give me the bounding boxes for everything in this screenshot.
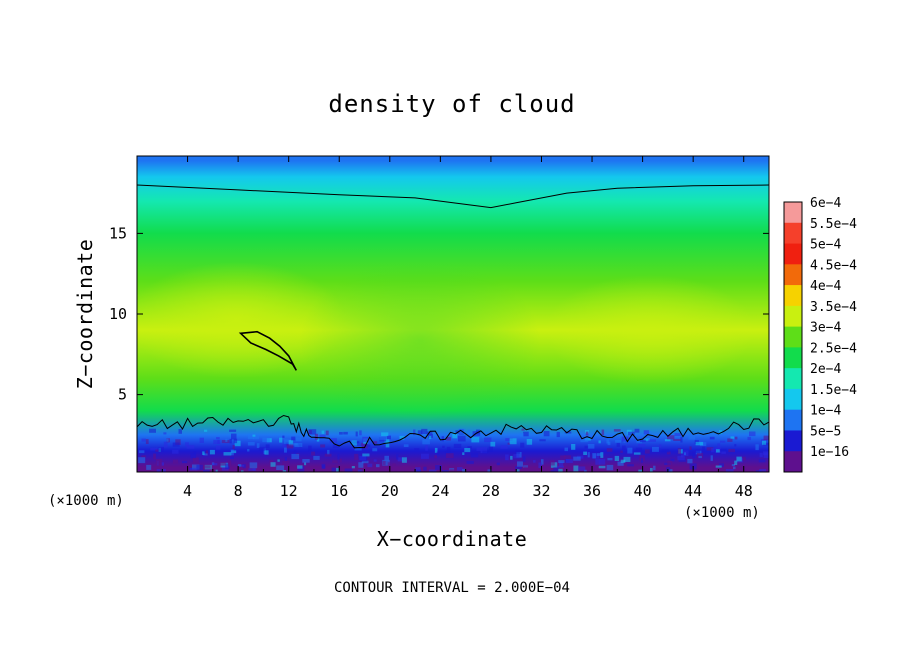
colorbar-swatch	[784, 388, 802, 411]
colorbar-swatch	[784, 285, 802, 307]
x-tick-label: 40	[634, 482, 652, 500]
x-tick-label: 12	[280, 482, 298, 500]
x-tick-label: 16	[330, 482, 348, 500]
colorbar-swatch	[784, 409, 802, 431]
x-tick-label: 32	[532, 482, 550, 500]
colorbar-swatch	[784, 305, 802, 328]
right-maximum-region	[545, 275, 755, 385]
island-contour-line	[238, 330, 298, 371]
x-axis-label: X−coordinate	[377, 527, 528, 551]
colorbar-swatch	[784, 451, 802, 473]
x-tick-label: 20	[381, 482, 399, 500]
y-axis-label: Z−coordinate	[73, 239, 97, 390]
colorbar-label: 4e−4	[810, 279, 841, 294]
upper-contour-line	[137, 184, 769, 209]
plot-area	[137, 156, 769, 472]
lower-contour-line	[137, 414, 769, 449]
left-maximum-region	[137, 262, 346, 378]
x-tick-label: 36	[583, 482, 601, 500]
colorbar-label: 3e−4	[810, 321, 841, 336]
x-tick-label: 48	[735, 482, 753, 500]
y-tick-label: 15	[109, 224, 127, 242]
chart-title: density of cloud	[328, 90, 575, 118]
x-tick-label: 28	[482, 482, 500, 500]
x-tick-label: 24	[431, 482, 449, 500]
colorbar-swatch	[784, 202, 802, 224]
colorbar-swatch	[784, 222, 802, 244]
x-axis-unit-left: (×1000 m)	[48, 493, 124, 509]
colorbar-label: 1e−4	[810, 404, 841, 419]
colorbar-label: 4.5e−4	[810, 258, 857, 273]
colorbar-label: 1e−16	[810, 445, 849, 460]
surface-turbulence	[138, 428, 769, 472]
colorbar-swatch	[784, 264, 802, 286]
colorbar: 6e−4 5.5e−4 5e−4 4.5e−4 4e−4 3.5e−4 3e−4 2.5e−4…	[783, 196, 857, 473]
x-tick-label: 8	[234, 482, 243, 500]
y-axis-ticks: 5 10 15	[109, 224, 769, 404]
colorbar-label: 5e−4	[810, 238, 841, 253]
contour-interval-note: CONTOUR INTERVAL = 2.000E−04	[334, 580, 570, 596]
colorbar-swatch	[784, 368, 802, 390]
colorbar-swatch	[784, 347, 802, 369]
colorbar-swatch	[784, 430, 802, 452]
central-plume-region	[300, 260, 540, 420]
x-axis-unit-right: (×1000 m)	[684, 505, 760, 521]
colorbar-label: 1.5e−4	[810, 383, 857, 398]
colorbar-label: 2e−4	[810, 362, 841, 377]
x-tick-label: 44	[684, 482, 702, 500]
colorbar-swatch	[784, 243, 802, 265]
colorbar-frame	[783, 201, 803, 473]
x-tick-label: 4	[183, 482, 192, 500]
y-tick-label: 10	[109, 305, 127, 323]
colorbar-swatch	[784, 326, 802, 348]
colorbar-label: 5e−5	[810, 425, 841, 440]
colorbar-label: 5.5e−4	[810, 217, 857, 232]
y-tick-label: 5	[118, 386, 127, 404]
x-axis-ticks: 4 8 12 16 20 24 28 32 36 40 44 48	[161, 156, 753, 500]
colorbar-label: 3.5e−4	[810, 300, 857, 315]
colorbar-label: 2.5e−4	[810, 341, 857, 356]
colorbar-label: 6e−4	[810, 196, 841, 211]
